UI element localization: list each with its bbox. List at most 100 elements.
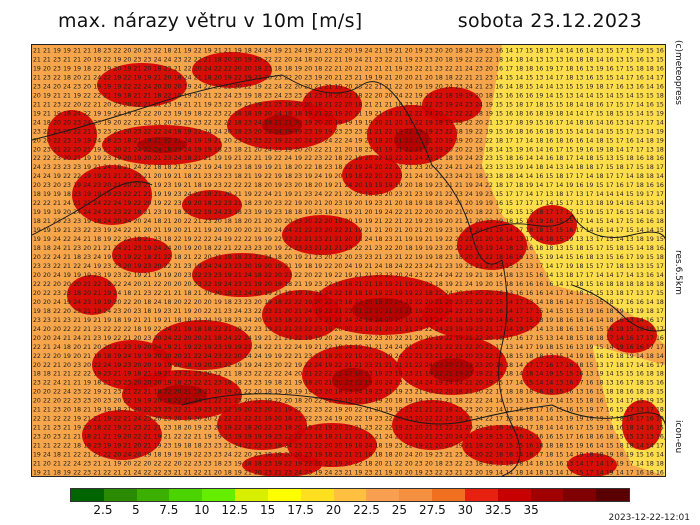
gust-value: 14: [606, 272, 614, 279]
gust-value: 17: [656, 326, 664, 333]
gust-value: 21: [144, 182, 152, 189]
gust-value: 21: [93, 461, 101, 468]
gust-value: 14: [596, 57, 604, 64]
gust-value: 23: [485, 191, 493, 198]
gust-value: 18: [405, 200, 413, 207]
gust-value: 24: [465, 281, 473, 288]
high-gust-area: [527, 205, 577, 245]
gust-value: 20: [375, 164, 383, 171]
gust-value: 20: [83, 362, 91, 369]
gust-value: 18: [485, 272, 493, 279]
gust-value: 21: [274, 407, 282, 414]
gust-value: 16: [646, 425, 654, 432]
gust-value: 20: [294, 182, 302, 189]
gust-value: 18: [375, 137, 383, 144]
gust-value: 17: [576, 425, 584, 432]
gust-value: 22: [485, 209, 493, 216]
gust-value: 16: [535, 128, 543, 135]
gust-value: 19: [53, 227, 61, 234]
gust-value: 16: [646, 182, 654, 189]
gust-value: 16: [596, 308, 604, 315]
gust-value: 22: [123, 209, 131, 216]
gust-value: 21: [284, 326, 292, 333]
gust-value: 16: [535, 290, 543, 297]
gust-value: 17: [505, 335, 513, 342]
gust-value: 24: [475, 227, 483, 234]
gust-value: 17: [626, 398, 634, 405]
legend-swatch: [300, 489, 334, 501]
gust-value: 24: [395, 344, 403, 351]
gust-value: 17: [636, 119, 644, 126]
gust-value: 20: [284, 254, 292, 261]
gust-value: 23: [63, 218, 71, 225]
gust-value: 21: [184, 101, 192, 108]
gust-value: 13: [626, 317, 634, 324]
gust-value: 18: [475, 209, 483, 216]
legend-tick-label: 22.5: [353, 503, 380, 517]
gust-value: 21: [284, 119, 292, 126]
gust-value: 15: [656, 57, 664, 64]
gust-value: 15: [606, 48, 614, 55]
gust-value: 21: [194, 155, 202, 162]
gust-value: 21: [304, 443, 312, 450]
gust-value: 18: [596, 173, 604, 180]
gust-value: 23: [475, 155, 483, 162]
gust-value: 17: [525, 362, 533, 369]
gust-value: 22: [174, 398, 182, 405]
gust-value: 18: [244, 425, 252, 432]
gust-value: 14: [636, 101, 644, 108]
gust-value: 18: [525, 371, 533, 378]
gust-value: 21: [355, 425, 363, 432]
gust-value: 20: [53, 182, 61, 189]
gust-value: 18: [586, 164, 594, 171]
gust-value: 21: [83, 452, 91, 459]
legend-swatch: [596, 489, 630, 501]
gust-value: 18: [586, 155, 594, 162]
gust-value: 18: [646, 137, 654, 144]
gust-value: 21: [224, 443, 232, 450]
gust-value: 24: [43, 452, 51, 459]
gust-value: 18: [254, 65, 262, 72]
gust-value: 23: [485, 155, 493, 162]
gust-value: 21: [43, 470, 51, 477]
gust-value: 19: [103, 83, 111, 90]
gust-value: 21: [324, 83, 332, 90]
gust-value: 19: [365, 218, 373, 225]
gust-value: 21: [395, 254, 403, 261]
gust-value: 19: [154, 371, 162, 378]
gust-value: 24: [214, 236, 222, 243]
gust-value: 23: [154, 236, 162, 243]
gust-value: 22: [63, 416, 71, 423]
gust-value: 13: [566, 461, 574, 468]
gust-value: 20: [334, 425, 342, 432]
gust-value: 22: [455, 110, 463, 117]
gust-value: 19: [324, 362, 332, 369]
gust-value: 23: [405, 425, 413, 432]
gust-value: 15: [525, 317, 533, 324]
gust-value: 21: [174, 173, 182, 180]
gust-value: 20: [345, 461, 353, 468]
gust-value: 21: [214, 48, 222, 55]
gust-value: 22: [164, 200, 172, 207]
gust-value: 16: [616, 317, 624, 324]
gust-value: 18: [656, 461, 664, 468]
gust-value: 13: [545, 57, 553, 64]
gust-value: 21: [294, 227, 302, 234]
gust-value: 21: [63, 245, 71, 252]
gust-value: 18: [184, 443, 192, 450]
gust-value: 15: [525, 272, 533, 279]
gust-value: 15: [535, 254, 543, 261]
gust-value: 18: [355, 101, 363, 108]
gust-value: 15: [646, 263, 654, 270]
gust-value: 16: [525, 443, 533, 450]
gust-value: 16: [545, 218, 553, 225]
gust-value: 19: [576, 416, 584, 423]
gust-value: 17: [566, 209, 574, 216]
gust-value: 23: [345, 74, 353, 81]
gust-value: 24: [385, 380, 393, 387]
gust-value: 20: [294, 146, 302, 153]
gust-value: 19: [626, 452, 634, 459]
legend-tick-label: 2.5: [93, 503, 112, 517]
gust-value: 19: [636, 191, 644, 198]
gust-value: 20: [134, 407, 142, 414]
